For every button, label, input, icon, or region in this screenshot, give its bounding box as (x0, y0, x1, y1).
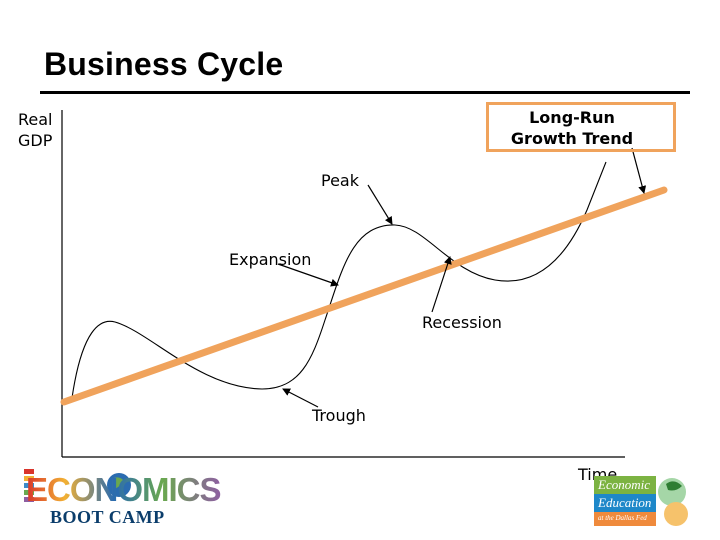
dallas-fed-logo-graphic (594, 476, 688, 526)
trend-label-line2: Growth Trend (510, 129, 634, 148)
peak-label: Peak (321, 171, 359, 190)
right-logo-line3: at the Dallas Fed (598, 514, 647, 522)
logo-text: ECONOMICS (26, 471, 222, 508)
trend-label-line1: Long-Run (529, 108, 615, 127)
expansion-label: Expansion (229, 250, 312, 269)
economics-boot-camp-logo (24, 469, 131, 502)
y-axis-label: Real GDP (18, 109, 53, 151)
trend-pointer-arrow (631, 147, 647, 194)
dallas-fed-logo: Economic Education at the Dallas Fed (594, 474, 688, 530)
logo-color-bars (24, 469, 34, 502)
trough-label: Trough (312, 406, 366, 425)
trend-label-box (486, 102, 676, 152)
expansion-pointer-arrow (277, 263, 339, 287)
cycle-curve (71, 161, 607, 399)
trend-label: Long-Run Growth Trend (498, 107, 646, 149)
logo-wordmark: ECONOMICS (26, 468, 222, 510)
right-logo-line2: Education (598, 495, 652, 510)
recession-label: Recession (422, 313, 502, 332)
right-logo-line1: Economic (598, 477, 650, 492)
trough-pointer-arrow (282, 388, 319, 408)
recession-pointer-arrow (431, 256, 452, 313)
y-axis-label-line2: GDP (18, 131, 53, 150)
logo-subtitle: BOOT CAMP (50, 507, 165, 527)
trend-line (60, 186, 668, 406)
slide-title: Business Cycle (44, 46, 284, 82)
peak-pointer-arrow (367, 184, 393, 225)
title-underline (40, 91, 690, 94)
y-axis-label-line1: Real (18, 110, 53, 129)
